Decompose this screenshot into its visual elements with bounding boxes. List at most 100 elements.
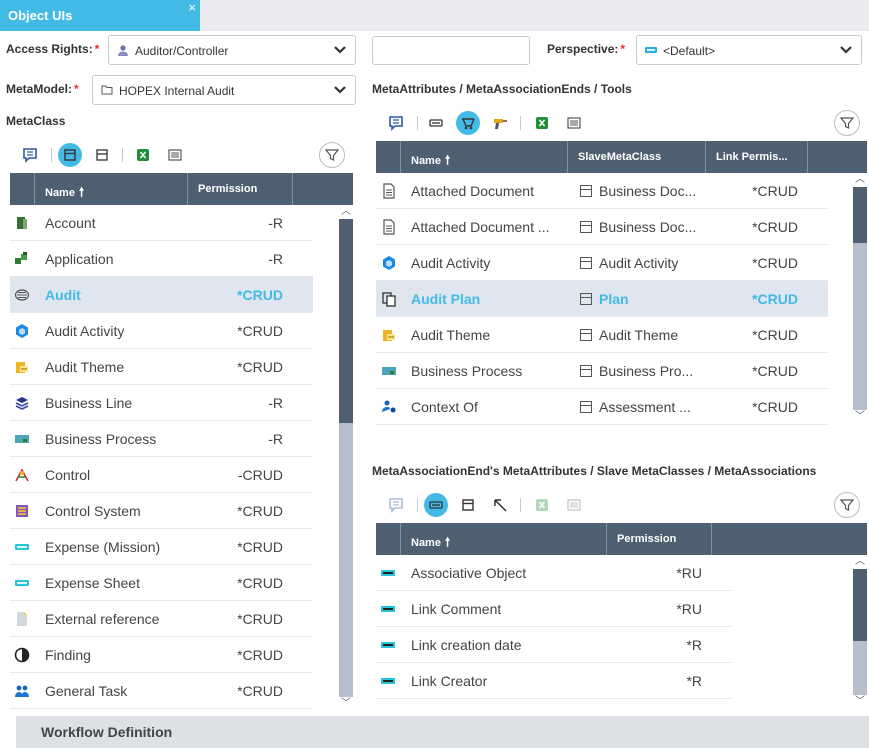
report-button[interactable] bbox=[163, 143, 187, 167]
metaclass-row[interactable]: Control System *CRUD bbox=[10, 493, 313, 529]
scroll-track[interactable] bbox=[853, 641, 867, 695]
row-name: Audit Theme bbox=[411, 327, 491, 343]
metaclass-title: MetaClass bbox=[6, 114, 66, 128]
attribute-icon bbox=[381, 570, 395, 576]
metaclass-row[interactable]: External reference *CRUD bbox=[10, 601, 313, 637]
scroll-down-icon[interactable]: ﹀ bbox=[853, 410, 867, 424]
view-table-button[interactable] bbox=[58, 143, 82, 167]
scroll-track[interactable] bbox=[853, 243, 867, 410]
metaattributes-scrollbar[interactable]: ︿ ﹀ bbox=[853, 173, 867, 424]
assoc-row[interactable]: Link Comment *RU bbox=[376, 591, 732, 627]
assoc-row[interactable]: Link creation date *R bbox=[376, 627, 732, 663]
export-excel-button[interactable] bbox=[530, 111, 554, 135]
slave-metaclass-column-header[interactable]: SlaveMetaClass bbox=[568, 141, 706, 173]
metaclass-row[interactable]: Expense Sheet *CRUD bbox=[10, 565, 313, 601]
report-button[interactable] bbox=[562, 111, 586, 135]
association-filter-button[interactable] bbox=[456, 111, 480, 135]
scroll-down-icon[interactable]: ﹀ bbox=[853, 695, 867, 709]
metaclass-row[interactable]: General Task *CRUD bbox=[10, 673, 313, 709]
properties-button[interactable] bbox=[384, 111, 408, 135]
assoc-filter-button[interactable] bbox=[834, 492, 860, 518]
scroll-up-icon[interactable]: ︿ bbox=[339, 205, 353, 219]
scroll-up-icon[interactable]: ︿ bbox=[853, 555, 867, 569]
metaattribute-row[interactable]: Audit Activity Audit Activity *CRUD bbox=[376, 245, 828, 281]
metaattribute-row[interactable]: Context Of Assessment ... *CRUD bbox=[376, 389, 828, 425]
assoc-row[interactable]: Link Creator *R bbox=[376, 663, 732, 699]
name-column-header[interactable]: Name 🠕 bbox=[35, 173, 188, 205]
slave-metaclass-button[interactable] bbox=[456, 493, 480, 517]
sort-up-icon: 🠕 bbox=[78, 185, 85, 199]
metaclass-row[interactable]: Business Line -R bbox=[10, 385, 313, 421]
metaattribute-row[interactable]: Attached Document Business Doc... *CRUD bbox=[376, 173, 828, 209]
row-name: Business Line bbox=[45, 395, 133, 411]
metaclass-row[interactable]: Audit *CRUD bbox=[10, 277, 313, 313]
audit-activity-icon bbox=[383, 256, 395, 270]
metaattribute-row[interactable]: Audit Plan Plan *CRUD bbox=[376, 281, 828, 317]
account-icon bbox=[17, 217, 27, 229]
toolbar-separator bbox=[417, 498, 418, 512]
attribute-filter-button[interactable] bbox=[424, 493, 448, 517]
row-permission: -R bbox=[268, 431, 283, 447]
metaclass-row[interactable]: Business Process -R bbox=[10, 421, 313, 457]
metaassociation-button[interactable] bbox=[488, 493, 512, 517]
search-input[interactable] bbox=[372, 36, 530, 65]
general-task-icon bbox=[15, 685, 29, 697]
link-permission-column-header[interactable]: Link Permis... bbox=[706, 141, 808, 173]
row-permission: *CRUD bbox=[237, 611, 283, 627]
workflow-definition-section[interactable]: Workflow Definition bbox=[16, 716, 869, 748]
metaclass-filter-button[interactable] bbox=[319, 142, 345, 168]
metamodel-select[interactable]: HOPEX Internal Audit bbox=[92, 75, 356, 105]
row-permission: *CRUD bbox=[237, 287, 283, 303]
row-permission: *CRUD bbox=[237, 323, 283, 339]
attribute-filter-button[interactable] bbox=[424, 111, 448, 135]
scroll-up-icon[interactable]: ︿ bbox=[853, 173, 867, 187]
tools-filter-button[interactable] bbox=[488, 111, 512, 135]
metaclass-icon bbox=[580, 365, 592, 377]
assoc-row[interactable]: Associative Object *RU bbox=[376, 555, 732, 591]
metaclass-grid: Name 🠕 Permission Account -R Application -R A… bbox=[10, 173, 353, 711]
scroll-track[interactable] bbox=[339, 423, 353, 697]
permission-column-header[interactable]: Permission bbox=[188, 173, 293, 205]
perspective-select[interactable]: <Default> bbox=[636, 35, 862, 65]
perspective-value: <Default> bbox=[663, 44, 716, 58]
scroll-thumb[interactable] bbox=[339, 219, 353, 423]
export-excel-button[interactable] bbox=[530, 493, 554, 517]
metaclass-row[interactable]: Finding *CRUD bbox=[10, 637, 313, 673]
row-link-permission: *CRUD bbox=[752, 363, 798, 379]
tab-object-uis[interactable]: Object UIs × bbox=[0, 0, 200, 31]
row-slave-metaclass: Audit Theme bbox=[599, 327, 679, 343]
metaclass-row[interactable]: Control -CRUD bbox=[10, 457, 313, 493]
scroll-thumb[interactable] bbox=[853, 187, 867, 243]
metaattributes-filter-button[interactable] bbox=[834, 110, 860, 136]
metaclass-row[interactable]: Audit Activity *CRUD bbox=[10, 313, 313, 349]
properties-button[interactable] bbox=[18, 143, 42, 167]
close-icon[interactable]: × bbox=[188, 0, 196, 15]
metaclass-row[interactable]: Expense (Mission) *CRUD bbox=[10, 529, 313, 565]
metaattribute-row[interactable]: Attached Document ... Business Doc... *CRU… bbox=[376, 209, 828, 245]
metaclass-row[interactable]: Account -R bbox=[10, 205, 313, 241]
report-icon bbox=[567, 117, 581, 129]
metaclass-row[interactable]: Application -R bbox=[10, 241, 313, 277]
assoc-toolbar bbox=[384, 493, 604, 521]
scroll-down-icon[interactable]: ﹀ bbox=[339, 697, 353, 711]
drill-icon bbox=[494, 119, 507, 129]
access-rights-select[interactable]: Auditor/Controller bbox=[108, 35, 356, 65]
metaattribute-row[interactable]: Business Process Business Pro... *CRUD bbox=[376, 353, 828, 389]
export-excel-button[interactable] bbox=[131, 143, 155, 167]
toolbar-separator bbox=[122, 148, 123, 162]
metaattributes-grid: Name 🠕 SlaveMetaClass Link Permis... Atta… bbox=[376, 141, 867, 425]
permission-column-header[interactable]: Permission bbox=[607, 523, 712, 555]
assoc-scrollbar[interactable]: ︿ ﹀ bbox=[853, 555, 867, 709]
name-column-header[interactable]: Name 🠕 bbox=[401, 523, 607, 555]
metaclass-row[interactable]: Audit Theme *CRUD bbox=[10, 349, 313, 385]
row-name: Finding bbox=[45, 647, 91, 663]
metaattribute-row[interactable]: Audit Theme Audit Theme *CRUD bbox=[376, 317, 828, 353]
excel-icon bbox=[536, 117, 548, 129]
scroll-thumb[interactable] bbox=[853, 569, 867, 641]
excel-icon bbox=[137, 149, 149, 161]
metaclass-scrollbar[interactable]: ︿ ﹀ bbox=[339, 205, 353, 711]
name-column-header[interactable]: Name 🠕 bbox=[401, 141, 568, 173]
properties-button[interactable] bbox=[384, 493, 408, 517]
view-panel-button[interactable] bbox=[90, 143, 114, 167]
report-button[interactable] bbox=[562, 493, 586, 517]
